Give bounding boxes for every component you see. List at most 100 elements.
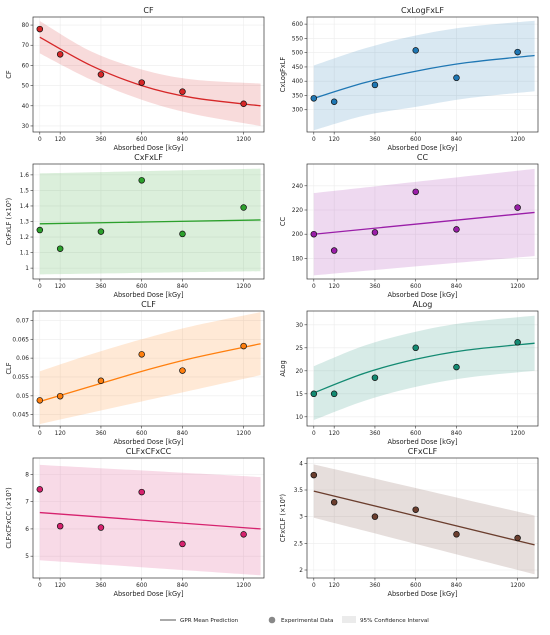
data-point [179,540,186,548]
x-tick-label: 120 [329,137,340,143]
data-point [36,397,44,404]
y-tick-label: 600 [292,22,303,28]
y-tick-label: 180 [292,256,303,262]
x-tick-label: 0 [312,583,316,589]
data-point [56,392,64,400]
chart-panel: 0 120 360 600 840 1200 300 350 400 450 500 550 600 Cx… [279,6,539,152]
y-tick-label: 30 [22,124,30,130]
legend-label-ci: 95% Confidence Interval [360,618,429,624]
x-tick-label: 1200 [236,583,251,589]
axes-frame [306,457,539,579]
data-point [514,48,521,56]
x-tick-label: 360 [95,284,106,290]
y-tick-label: 1.4 [20,204,30,210]
y-tick-label: 200 [292,232,303,238]
data-point [179,367,186,374]
data-point [371,81,379,89]
x-tick-label: 1200 [236,431,251,437]
data-point [514,204,521,211]
legend-band-swatch [342,616,356,623]
legend-label-data: Experimental Data [281,618,333,624]
chart-panel: 0 120 360 600 840 1200 1 1.1 1.2 1.3 1.4 1.5 1.6 CxFx… [5,153,265,299]
data-point [138,177,145,184]
chart-title: CC [417,153,429,162]
chart-title: CLF [141,300,156,309]
mean-prediction-line [313,211,535,235]
y-tick-label: 1.2 [20,235,30,241]
chart-title: ALog [413,300,433,309]
chart-title: CFxCLF [408,447,438,456]
x-tick-label: 1200 [236,137,251,143]
chart-panel: 0 120 360 600 840 1200 2 2.5 3 3.5 4 CFxCLF Absorbed… [279,447,539,598]
confidence-band [313,20,535,131]
chart-panel: 0 120 360 600 840 1200 30 40 50 60 70 80 CF Absorbed … [5,6,265,152]
y-axis-label: CC [279,217,287,227]
y-tick-label: 40 [22,104,30,110]
y-tick-label: 0.05 [16,394,29,400]
axes-frame [32,457,265,579]
y-tick-label: 1.3 [20,220,30,226]
data-point [371,229,379,236]
data-point [56,51,64,58]
x-axis-label: Absorbed Dose [kGy] [387,291,457,299]
legend-marker-swatch [268,616,276,624]
y-tick-label: 1 [25,266,29,272]
data-point [330,390,338,398]
y-tick-label: 0.065 [12,337,29,343]
y-axis-label: CLFxCFxCC (×10⁵) [5,487,13,548]
y-tick-label: 3.5 [294,488,304,494]
x-tick-label: 600 [136,137,147,143]
y-tick-label: 1.5 [20,188,30,194]
chart-title: CLFxCFxCC [126,447,172,456]
x-tick-label: 600 [410,583,421,589]
x-tick-label: 0 [38,284,42,290]
x-tick-label: 120 [329,431,340,437]
x-tick-label: 0 [38,431,42,437]
y-tick-label: 0.055 [12,375,29,381]
chart-panel: 0 120 360 600 840 1200 0.045 0.05 0.055 0.06 0.065… [5,300,265,446]
x-tick-label: 0 [38,583,42,589]
x-tick-label: 840 [177,431,188,437]
chart-title: CxFxLF [134,153,163,162]
x-tick-label: 120 [55,583,66,589]
x-tick-label: 1200 [510,284,525,290]
y-tick-label: 350 [292,93,303,99]
data-point [240,204,247,211]
x-tick-label: 360 [95,137,106,143]
x-axis-label: Absorbed Dose [kGy] [387,590,457,598]
x-tick-label: 120 [329,284,340,290]
axes-frame [306,163,539,280]
y-tick-label: 30 [296,323,304,329]
confidence-band [39,312,261,425]
data-point [330,98,338,106]
data-point [36,486,44,493]
data-point [371,513,379,520]
x-axis-label: Absorbed Dose [kGy] [387,144,457,152]
x-tick-label: 120 [55,284,66,290]
x-axis-label: Absorbed Dose [kGy] [113,144,183,152]
data-point [179,88,186,95]
confidence-band [39,464,261,576]
data-point [36,25,44,33]
x-tick-label: 360 [369,137,380,143]
y-tick-label: 6 [25,527,29,533]
x-tick-label: 360 [95,431,106,437]
data-point [138,79,145,86]
chart-panel: 0 120 360 600 840 1200 180 200 220 240 CC Absorbed … [279,153,539,299]
y-tick-label: 400 [292,79,303,85]
y-tick-label: 3 [299,515,303,521]
y-tick-label: 4 [299,461,303,467]
data-point [138,351,145,358]
x-tick-label: 120 [55,137,66,143]
x-tick-label: 1200 [510,583,525,589]
data-point [412,47,419,54]
axes-frame [32,16,265,133]
data-point [514,339,521,346]
mean-prediction-line [39,343,261,403]
x-tick-label: 120 [329,583,340,589]
y-tick-label: 20 [296,369,304,375]
x-axis-label: Absorbed Dose [kGy] [113,438,183,446]
x-tick-label: 360 [369,583,380,589]
x-tick-label: 0 [312,137,316,143]
y-axis-label: CF [5,70,13,79]
